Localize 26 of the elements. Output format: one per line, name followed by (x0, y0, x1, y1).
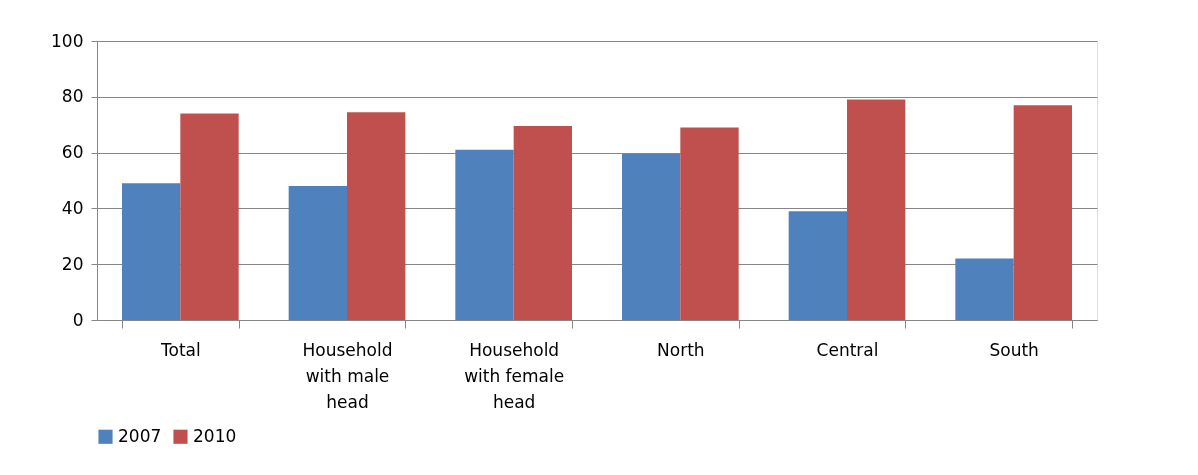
bar (788, 211, 847, 320)
bar (622, 154, 681, 320)
x-tick-label: Household with male head (302, 339, 393, 412)
bar (680, 127, 739, 320)
bar (180, 113, 239, 320)
x-tick-label: Household with female head (464, 339, 565, 412)
y-tick-label: 0 (72, 309, 84, 330)
y-tick-label: 40 (61, 197, 84, 218)
x-tick-label: Central (816, 339, 879, 360)
y-tick-label: 60 (61, 142, 84, 163)
x-tick-label: Total (159, 339, 201, 360)
bar (513, 126, 572, 320)
bar (122, 183, 181, 320)
bar (455, 149, 514, 320)
y-tick-label: 100 (51, 30, 84, 51)
x-tick-label: North (657, 339, 705, 360)
y-tick-label: 20 (61, 253, 84, 274)
bar (847, 99, 906, 320)
bar (955, 258, 1014, 320)
bar (288, 186, 347, 320)
bar (1013, 105, 1072, 320)
bar (347, 112, 406, 320)
legend-label: 2010 (193, 425, 237, 446)
x-tick-label: South (989, 339, 1039, 360)
y-tick-label: 80 (61, 86, 84, 107)
legend-label: 2007 (118, 425, 162, 446)
